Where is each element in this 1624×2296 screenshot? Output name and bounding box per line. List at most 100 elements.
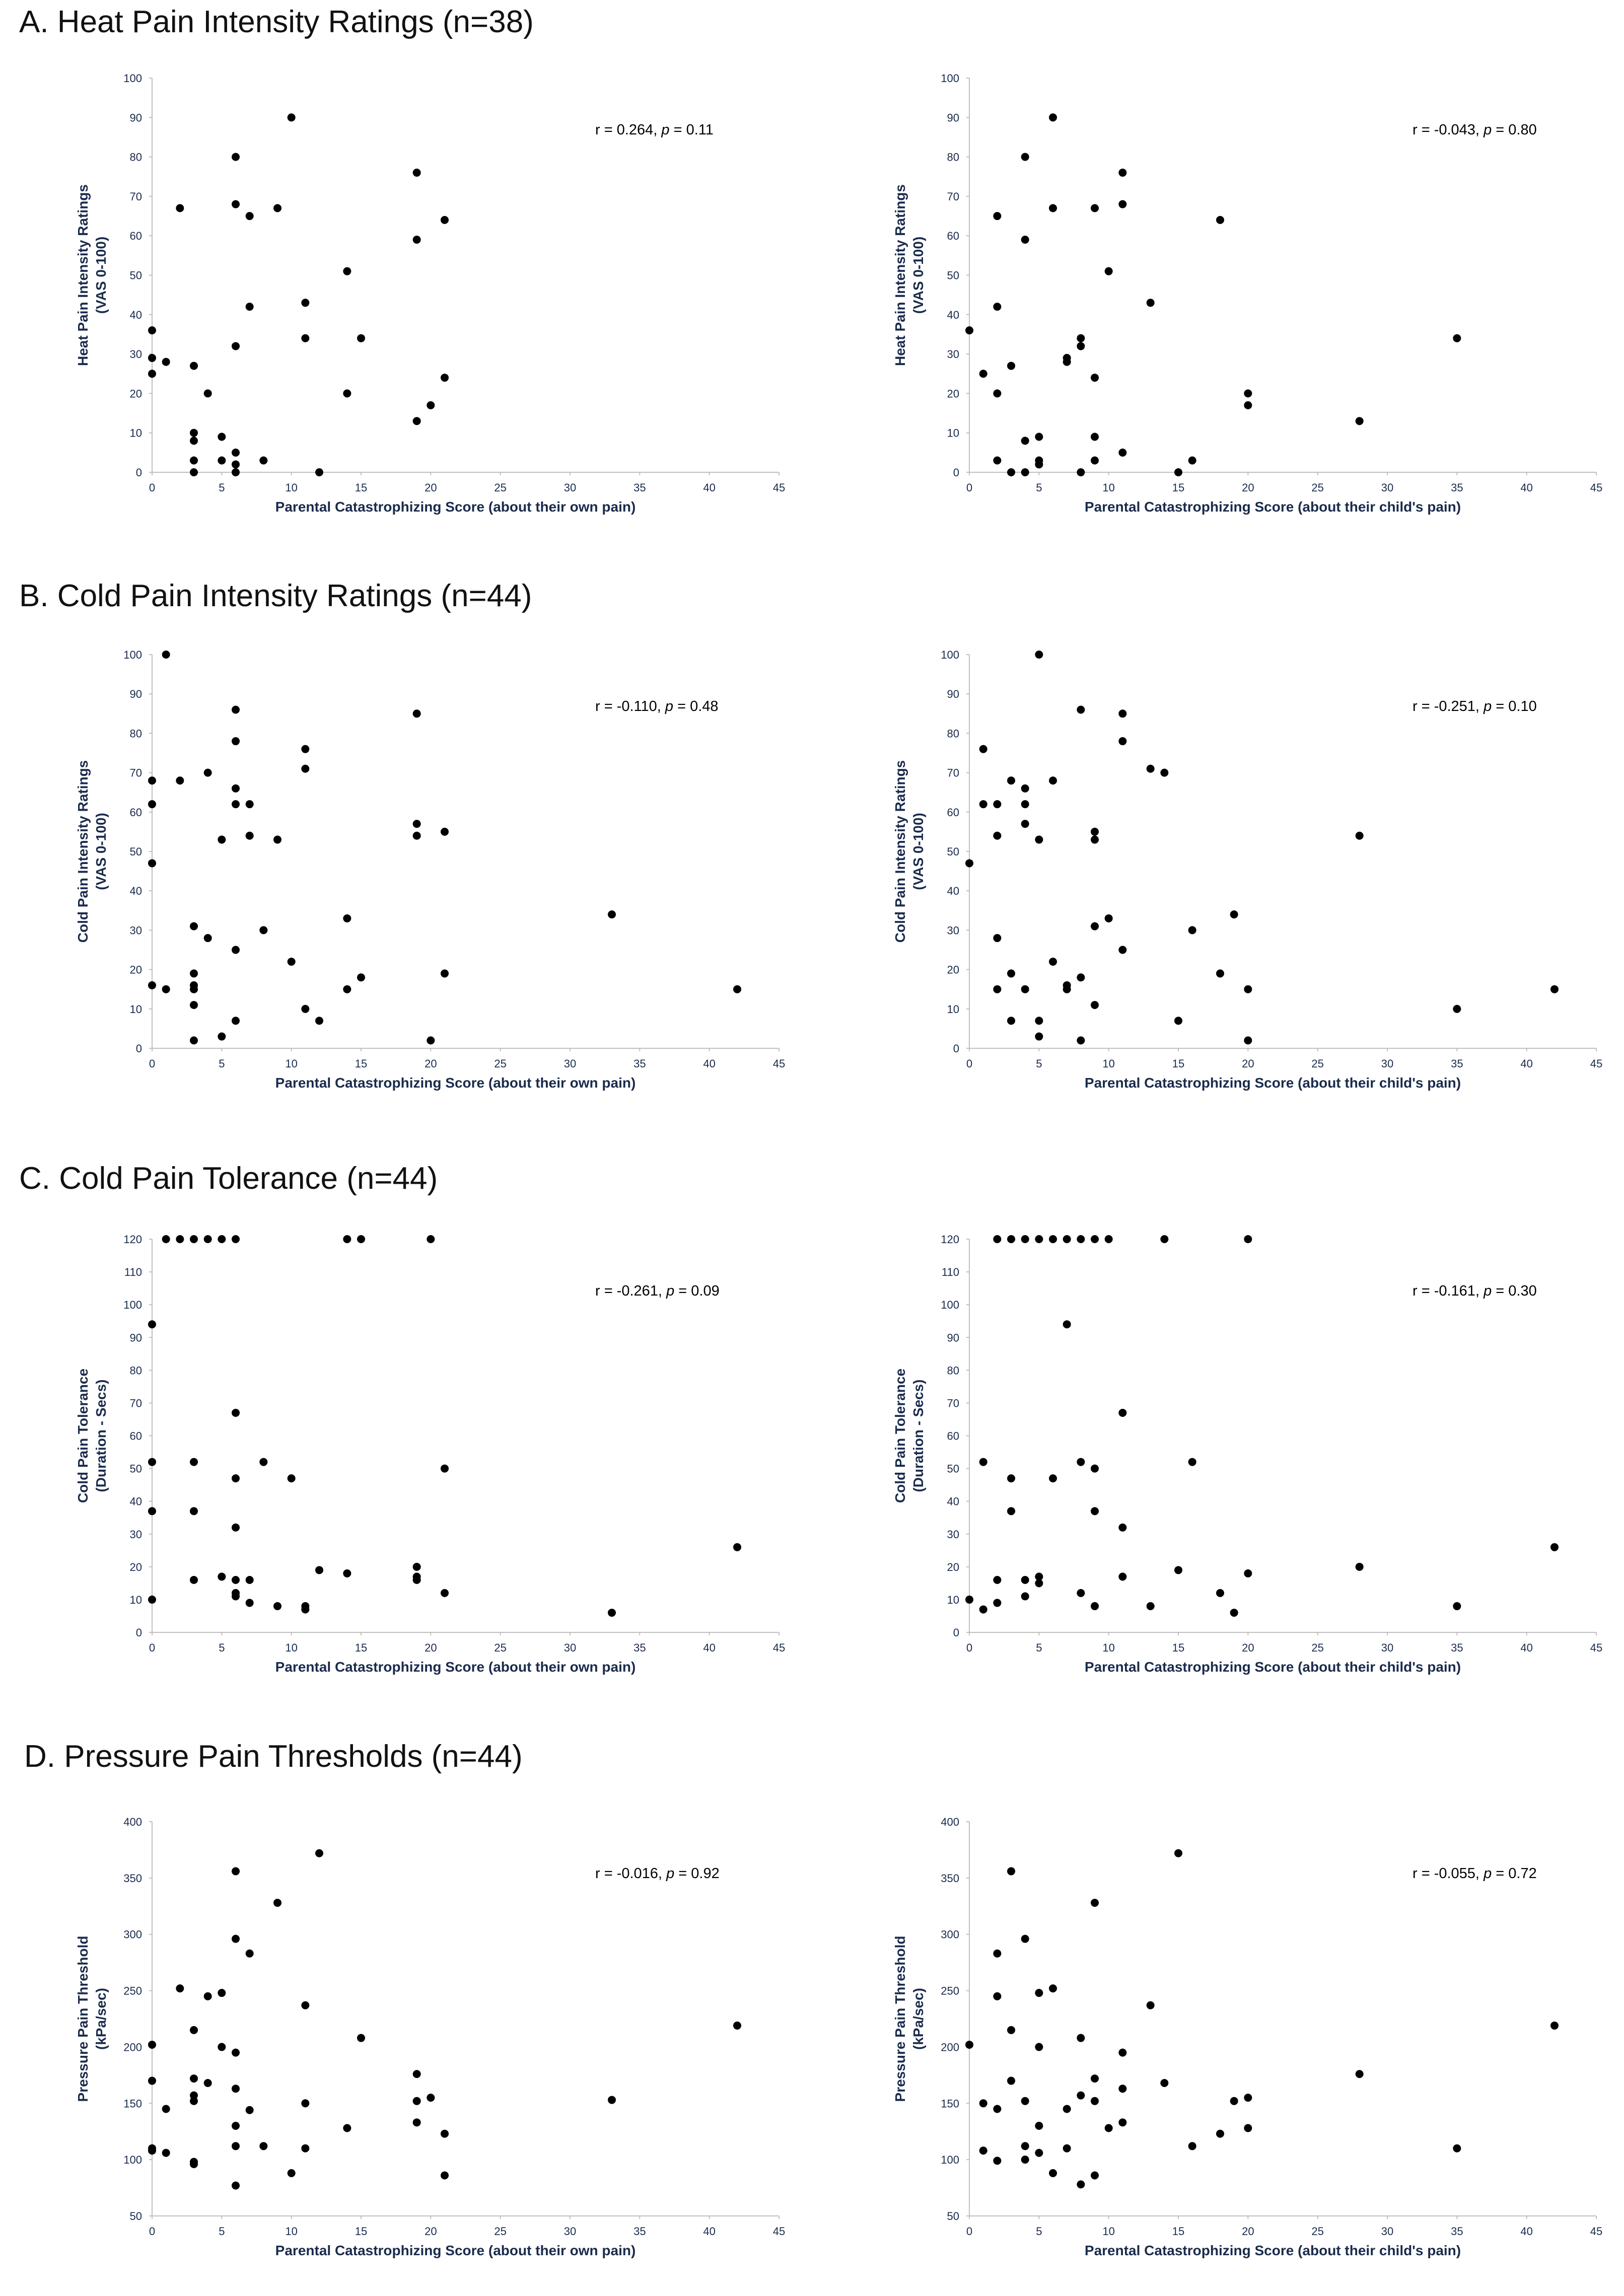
data-point bbox=[176, 1235, 184, 1243]
data-point bbox=[979, 1605, 987, 1614]
y-tick-label: 80 bbox=[130, 151, 142, 164]
y-axis-label-line: Pressure Pain Threshold bbox=[892, 1936, 908, 2102]
y-axis-label-line: (kPa/sec) bbox=[910, 1988, 926, 2050]
data-point bbox=[1035, 460, 1043, 469]
data-point bbox=[441, 374, 449, 382]
data-point bbox=[1007, 1235, 1015, 1243]
x-tick-label: 40 bbox=[703, 1057, 715, 1070]
data-point bbox=[273, 1899, 281, 1907]
data-point bbox=[1188, 2142, 1196, 2150]
x-axis-label: Parental Catastrophizing Score (about th… bbox=[1085, 1075, 1461, 1091]
x-tick-label: 40 bbox=[1520, 2225, 1532, 2238]
x-tick-label: 10 bbox=[285, 1057, 297, 1070]
p-value: = 0.72 bbox=[1492, 1866, 1537, 1882]
data-point bbox=[1007, 1507, 1015, 1516]
panel-title-b: B. Cold Pain Intensity Ratings (n=44) bbox=[19, 579, 532, 613]
x-tick-label: 30 bbox=[1381, 481, 1393, 494]
p-symbol: p bbox=[666, 1866, 674, 1882]
data-point bbox=[259, 2142, 268, 2150]
data-point bbox=[232, 1867, 240, 1876]
data-point bbox=[441, 1589, 449, 1597]
y-tick-label: 250 bbox=[941, 1985, 959, 1997]
y-tick-label: 10 bbox=[947, 1594, 959, 1606]
x-tick-label: 15 bbox=[355, 481, 367, 494]
data-point bbox=[1244, 1569, 1252, 1577]
data-point bbox=[1104, 2124, 1113, 2132]
data-point bbox=[1146, 2001, 1155, 2010]
data-point bbox=[148, 1320, 156, 1329]
data-point bbox=[176, 204, 184, 212]
y-axis-label-line: (Duration - Secs) bbox=[910, 1379, 926, 1492]
y-tick-label: 80 bbox=[130, 1364, 142, 1377]
p-symbol: p bbox=[665, 698, 673, 714]
p-value: = 0.30 bbox=[1492, 1283, 1537, 1299]
y-tick-label: 10 bbox=[130, 427, 142, 440]
data-point bbox=[1244, 1036, 1252, 1045]
data-point bbox=[1146, 764, 1155, 773]
data-point bbox=[148, 326, 156, 335]
data-point bbox=[190, 2091, 198, 2100]
x-tick-label: 5 bbox=[1036, 1057, 1042, 1070]
data-point bbox=[259, 1458, 268, 1466]
data-point bbox=[1077, 468, 1085, 476]
data-point bbox=[245, 831, 254, 840]
data-point bbox=[1550, 1543, 1559, 1551]
data-point bbox=[273, 1602, 281, 1610]
data-point bbox=[1118, 168, 1127, 177]
x-tick-label: 0 bbox=[149, 1057, 155, 1070]
data-point bbox=[965, 2040, 973, 2049]
data-point bbox=[1091, 2097, 1099, 2105]
y-tick-label: 10 bbox=[947, 427, 959, 440]
data-point bbox=[1063, 1235, 1071, 1243]
data-point bbox=[1007, 468, 1015, 476]
y-axis-label: Cold Pain Tolerance (Duration - Secs) bbox=[892, 1369, 926, 1503]
data-point bbox=[190, 2074, 198, 2083]
data-point bbox=[190, 2026, 198, 2034]
data-point bbox=[1174, 1849, 1182, 1857]
correlation-annotation: r = -0.251, p = 0.10 bbox=[1413, 698, 1537, 714]
chart-b-right: 0 5 10 15 20 25 30 35 40 45 0 10 20 30 40 50 60 70 80 90 100… bbox=[892, 649, 1602, 1091]
data-point bbox=[1077, 705, 1085, 714]
y-tick-label: 80 bbox=[130, 727, 142, 740]
data-point bbox=[1244, 2124, 1252, 2132]
chart-d-left: 0 5 10 15 20 25 30 35 40 45 50 100 150 200 250 300 350 40… bbox=[75, 1816, 785, 2258]
y-tick-label: 70 bbox=[947, 190, 959, 203]
data-point bbox=[1091, 2074, 1099, 2083]
y-axis-label-line: (kPa/sec) bbox=[93, 1988, 109, 2050]
x-tick-label: 35 bbox=[1451, 2225, 1463, 2238]
correlation-annotation: r = 0.264, p = 0.11 bbox=[595, 122, 714, 138]
data-point bbox=[993, 456, 1002, 465]
data-point bbox=[190, 969, 198, 978]
y-tick-label: 150 bbox=[123, 2097, 142, 2110]
data-point bbox=[232, 737, 240, 746]
data-point bbox=[301, 764, 310, 773]
data-point bbox=[1007, 969, 1015, 978]
data-point bbox=[1104, 914, 1113, 922]
data-point bbox=[1091, 1507, 1099, 1516]
data-point bbox=[245, 212, 254, 221]
p-symbol: p bbox=[1483, 1866, 1492, 1882]
x-tick-label: 30 bbox=[564, 1057, 576, 1070]
data-point bbox=[190, 437, 198, 445]
y-tick-label: 10 bbox=[130, 1594, 142, 1606]
y-tick-label: 50 bbox=[130, 269, 142, 282]
chart-a-left: 0 5 10 15 20 25 30 35 40 45 0 10 20 30 40 50 60 70 80 90 100… bbox=[75, 72, 785, 515]
data-point bbox=[733, 1543, 741, 1551]
data-point bbox=[993, 831, 1002, 840]
data-point bbox=[232, 460, 240, 469]
data-point bbox=[1230, 910, 1238, 919]
data-point bbox=[343, 914, 351, 922]
data-point bbox=[427, 1036, 435, 1045]
chart-c-right: 0 5 10 15 20 25 30 35 40 45 0 10 20 30 40 50 60 70 80 90 100… bbox=[892, 1233, 1602, 1675]
data-point bbox=[1021, 1575, 1029, 1584]
y-tick-label: 70 bbox=[130, 767, 142, 779]
data-point bbox=[1021, 1592, 1029, 1601]
data-point bbox=[1244, 401, 1252, 409]
data-point bbox=[301, 2001, 310, 2010]
data-point bbox=[979, 2099, 987, 2108]
x-tick-label: 30 bbox=[564, 1641, 576, 1654]
x-tick-label: 5 bbox=[219, 2225, 225, 2238]
x-tick-label: 5 bbox=[1036, 1641, 1042, 1654]
data-point bbox=[1077, 1589, 1085, 1597]
data-point bbox=[1007, 776, 1015, 785]
